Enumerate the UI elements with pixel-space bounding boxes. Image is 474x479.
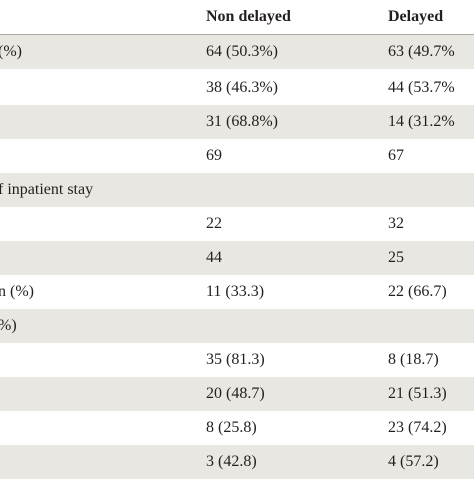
- delayed-value: 63 (49.7%: [388, 43, 455, 60]
- row-label: %): [0, 317, 17, 334]
- table-row: f inpatient stay: [0, 173, 474, 207]
- non-delayed-value: 8 (25.8): [206, 419, 257, 436]
- row-label: n (%): [0, 283, 34, 300]
- delayed-value: 32: [388, 215, 404, 232]
- non-delayed-value: 22: [206, 215, 222, 232]
- non-delayed-value: 38 (46.3%): [206, 79, 278, 96]
- header-row: Non delayed Delayed: [0, 0, 474, 34]
- table-row: n (%) 11 (33.3) 22 (66.7): [0, 275, 474, 309]
- header-cell-non-delayed: Non delayed: [206, 8, 291, 25]
- table-row: 31 (68.8%) 14 (31.2%: [0, 105, 474, 139]
- delayed-value: 44 (53.7%: [388, 79, 455, 96]
- table-row: (%) 64 (50.3%) 63 (49.7%: [0, 35, 474, 69]
- table-row: 3 (42.8) 4 (57.2): [0, 445, 474, 479]
- delayed-value: 21 (51.3): [388, 385, 447, 402]
- delayed-value: 8 (18.7): [388, 351, 439, 368]
- non-delayed-value: 35 (81.3): [206, 351, 265, 368]
- table-row: %): [0, 309, 474, 343]
- table-row: 20 (48.7) 21 (51.3): [0, 377, 474, 411]
- row-label: (%): [0, 43, 22, 60]
- delayed-value: 25: [388, 249, 404, 266]
- header-divider: [0, 34, 474, 35]
- table-row: 69 67: [0, 139, 474, 173]
- non-delayed-value: 3 (42.8): [206, 453, 257, 470]
- non-delayed-value: 20 (48.7): [206, 385, 265, 402]
- non-delayed-value: 64 (50.3%): [206, 43, 278, 60]
- delayed-value: 23 (74.2): [388, 419, 447, 436]
- non-delayed-value: 69: [206, 147, 222, 164]
- non-delayed-value: 44: [206, 249, 222, 266]
- table-row: 8 (25.8) 23 (74.2): [0, 411, 474, 445]
- delayed-value: 67: [388, 147, 404, 164]
- delayed-value: 4 (57.2): [388, 453, 439, 470]
- row-label: f inpatient stay: [0, 181, 94, 198]
- header-cell-delayed: Delayed: [388, 8, 444, 25]
- table-row: 22 32: [0, 207, 474, 241]
- table-row: 38 (46.3%) 44 (53.7%: [0, 71, 474, 105]
- non-delayed-value: 11 (33.3): [206, 283, 265, 300]
- table-row: 35 (81.3) 8 (18.7): [0, 343, 474, 377]
- non-delayed-value: 31 (68.8%): [206, 113, 278, 130]
- table-row: 44 25: [0, 241, 474, 275]
- delayed-value: 22 (66.7): [388, 283, 447, 300]
- delayed-value: 14 (31.2%: [388, 113, 455, 130]
